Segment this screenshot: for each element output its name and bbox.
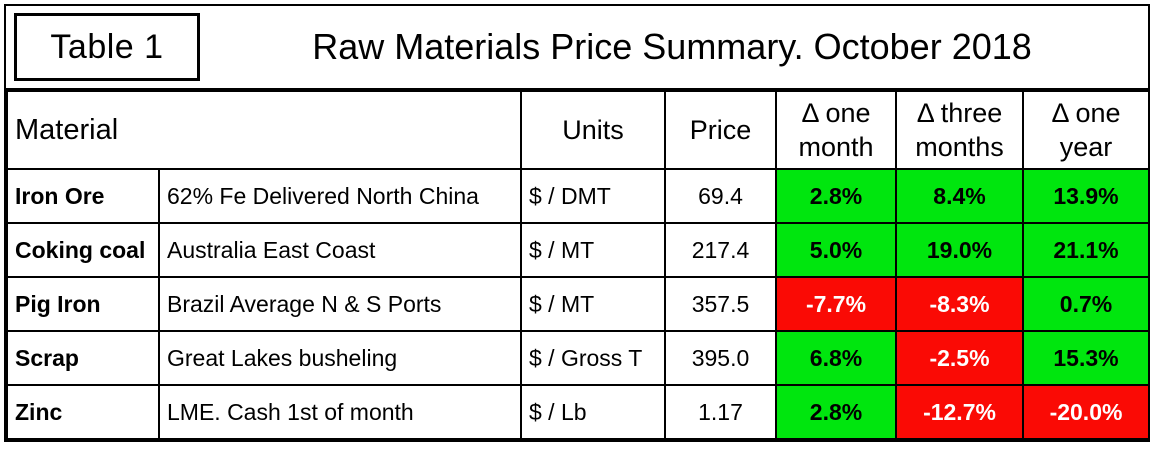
- delta-one-year-cell: 21.1%: [1022, 222, 1150, 278]
- table-row: Scrap Great Lakes busheling $ / Gross T …: [6, 330, 1150, 386]
- page-title: Raw Materials Price Summary. October 201…: [312, 26, 1032, 67]
- raw-materials-summary-sheet: Table 1 Raw Materials Price Summary. Oct…: [4, 4, 1150, 442]
- delta-one-month-cell: 6.8%: [775, 330, 897, 386]
- title-band: Table 1 Raw Materials Price Summary. Oct…: [6, 6, 1148, 90]
- table-row: Iron Ore 62% Fe Delivered North China $ …: [6, 168, 1150, 224]
- table-row: Zinc LME. Cash 1st of month $ / Lb 1.17 …: [6, 384, 1150, 440]
- units-cell: $ / Gross T: [520, 330, 666, 386]
- delta-one-month-cell: -7.7%: [775, 276, 897, 332]
- delta-three-months-cell: -2.5%: [895, 330, 1024, 386]
- delta-three-months-cell: -8.3%: [895, 276, 1024, 332]
- price-summary-table: Material Units Price Δ one month Δ three…: [6, 90, 1150, 440]
- price-cell: 217.4: [664, 222, 777, 278]
- material-cell: Scrap: [6, 330, 160, 386]
- column-header-delta-one-year: Δ one year: [1022, 90, 1150, 170]
- column-header-delta-one-month: Δ one month: [775, 90, 897, 170]
- delta-three-months-cell: 19.0%: [895, 222, 1024, 278]
- column-header-price: Price: [664, 90, 777, 170]
- price-cell: 1.17: [664, 384, 777, 440]
- delta-one-year-cell: -20.0%: [1022, 384, 1150, 440]
- description-cell: Australia East Coast: [158, 222, 522, 278]
- delta-one-month-cell: 2.8%: [775, 384, 897, 440]
- delta-one-year-cell: 15.3%: [1022, 330, 1150, 386]
- material-cell: Coking coal: [6, 222, 160, 278]
- column-header-material: Material: [6, 90, 522, 170]
- delta-one-year-cell: 13.9%: [1022, 168, 1150, 224]
- description-cell: Great Lakes busheling: [158, 330, 522, 386]
- delta-one-month-cell: 5.0%: [775, 222, 897, 278]
- delta-one-year-cell: 0.7%: [1022, 276, 1150, 332]
- table-number-text: Table 1: [50, 27, 164, 66]
- delta-three-months-cell: 8.4%: [895, 168, 1024, 224]
- column-header-delta-three-months: Δ three months: [895, 90, 1024, 170]
- table-number-label: Table 1: [14, 13, 200, 81]
- units-cell: $ / DMT: [520, 168, 666, 224]
- column-header-units: Units: [520, 90, 666, 170]
- price-cell: 69.4: [664, 168, 777, 224]
- table-row: Pig Iron Brazil Average N & S Ports $ / …: [6, 276, 1150, 332]
- price-cell: 357.5: [664, 276, 777, 332]
- delta-three-months-cell: -12.7%: [895, 384, 1024, 440]
- description-cell: LME. Cash 1st of month: [158, 384, 522, 440]
- material-cell: Zinc: [6, 384, 160, 440]
- description-cell: 62% Fe Delivered North China: [158, 168, 522, 224]
- price-cell: 395.0: [664, 330, 777, 386]
- units-cell: $ / Lb: [520, 384, 666, 440]
- units-cell: $ / MT: [520, 222, 666, 278]
- table-row: Coking coal Australia East Coast $ / MT …: [6, 222, 1150, 278]
- description-cell: Brazil Average N & S Ports: [158, 276, 522, 332]
- units-cell: $ / MT: [520, 276, 666, 332]
- delta-one-month-cell: 2.8%: [775, 168, 897, 224]
- material-cell: Iron Ore: [6, 168, 160, 224]
- header-row: Material Units Price Δ one month Δ three…: [6, 90, 1150, 170]
- material-cell: Pig Iron: [6, 276, 160, 332]
